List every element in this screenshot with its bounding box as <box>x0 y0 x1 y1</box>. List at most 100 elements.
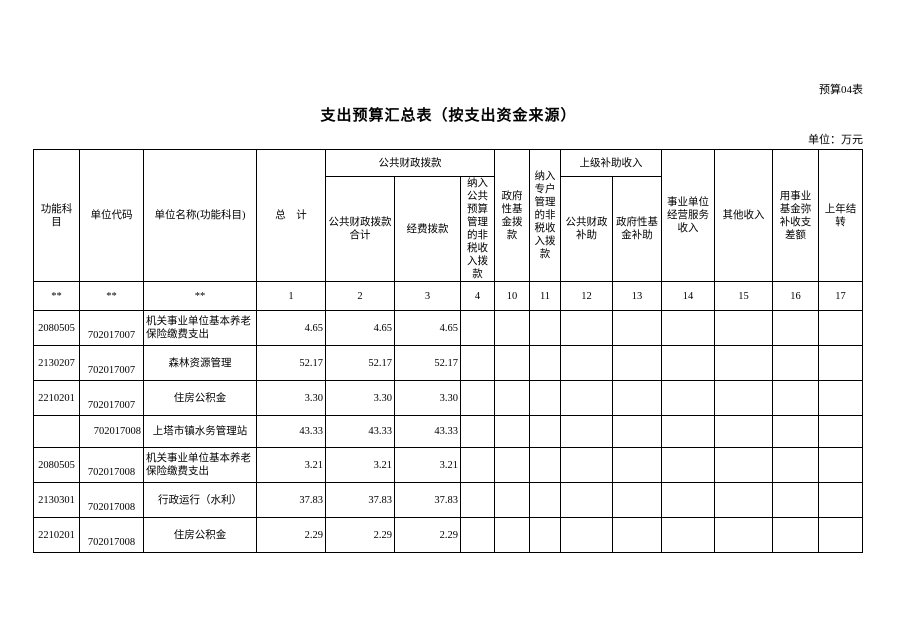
empty-cell <box>560 345 613 381</box>
unit-code-cell: 702017008 <box>79 482 144 518</box>
unit-name-cell: 住房公积金 <box>143 517 257 553</box>
func-subject-cell: 2080505 <box>33 447 80 483</box>
empty-cell <box>661 310 715 346</box>
empty-cell <box>494 415 530 448</box>
empty-cell <box>529 415 561 448</box>
total-cell: 2.29 <box>256 517 326 553</box>
header-fund-offset: 用事业基金弥补收支差额 <box>772 149 819 282</box>
funding-cell: 3.30 <box>394 380 461 416</box>
empty-cell <box>529 310 561 346</box>
header-gov-fund-subsidy: 政府性基金补助 <box>612 176 662 282</box>
empty-cell <box>661 345 715 381</box>
funding-cell: 37.83 <box>394 482 461 518</box>
func-subject-cell: 2210201 <box>33 380 80 416</box>
unit-name-cell: 住房公积金 <box>143 380 257 416</box>
table-row: 2080505 702017007 机关事业单位基本养老保险缴费支出 4.65 4.65… <box>33 310 863 346</box>
empty-cell <box>772 517 819 553</box>
column-number: 17 <box>818 281 863 311</box>
empty-cell <box>772 447 819 483</box>
empty-cell <box>772 482 819 518</box>
empty-cell <box>560 310 613 346</box>
empty-cell <box>494 517 530 553</box>
table-row: 2130301 702017008 行政运行（水利） 37.83 37.83 37.83 <box>33 482 863 518</box>
table-row: 2080505 702017008 机关事业单位基本养老保险缴费支出 3.21 3.21… <box>33 447 863 483</box>
form-number: 预算04表 <box>819 84 863 96</box>
column-number: 12 <box>560 281 613 311</box>
empty-cell <box>529 517 561 553</box>
empty-cell <box>612 482 662 518</box>
empty-cell <box>818 310 863 346</box>
empty-cell <box>714 345 773 381</box>
func-subject-cell: 2080505 <box>33 310 80 346</box>
empty-cell <box>494 345 530 381</box>
column-number: 10 <box>494 281 530 311</box>
column-number: 14 <box>661 281 715 311</box>
public-finance-total-cell: 52.17 <box>325 345 395 381</box>
total-cell: 3.21 <box>256 447 326 483</box>
empty-cell <box>772 380 819 416</box>
public-finance-total-cell: 3.30 <box>325 380 395 416</box>
header-public-finance-subsidy: 公共财政补助 <box>560 176 613 282</box>
header-special-account: 纳入专户管理的非税收入拨款 <box>529 149 561 282</box>
unit-name-cell: 行政运行（水利） <box>143 482 257 518</box>
unit-code-cell: 702017008 <box>79 517 144 553</box>
column-number: 11 <box>529 281 561 311</box>
table-row: 702017008 上塔市镇水务管理站 43.33 43.33 43.33 <box>33 415 863 448</box>
empty-cell <box>529 380 561 416</box>
header-total: 总 计 <box>256 149 326 282</box>
funding-cell: 2.29 <box>394 517 461 553</box>
func-subject-cell: 2130207 <box>33 345 80 381</box>
unit-code-cell: 702017007 <box>79 380 144 416</box>
header-public-finance: 公共财政拨款 <box>325 149 495 177</box>
empty-cell <box>714 482 773 518</box>
column-number: 16 <box>772 281 819 311</box>
total-cell: 43.33 <box>256 415 326 448</box>
public-finance-total-cell: 2.29 <box>325 517 395 553</box>
empty-cell <box>529 482 561 518</box>
header-carryover: 上年结转 <box>818 149 863 282</box>
empty-cell <box>612 415 662 448</box>
empty-cell <box>460 345 495 381</box>
table-row: 2210201 702017008 住房公积金 2.29 2.29 2.29 <box>33 517 863 553</box>
empty-cell <box>612 310 662 346</box>
empty-cell <box>661 415 715 448</box>
public-finance-total-cell: 3.21 <box>325 447 395 483</box>
func-subject-cell: 2210201 <box>33 517 80 553</box>
empty-cell <box>460 517 495 553</box>
header-superior-subsidy: 上级补助收入 <box>560 149 662 177</box>
empty-cell <box>714 415 773 448</box>
empty-cell <box>560 447 613 483</box>
public-finance-total-cell: 43.33 <box>325 415 395 448</box>
unit-name-cell: 上塔市镇水务管理站 <box>143 415 257 448</box>
empty-cell <box>661 482 715 518</box>
empty-cell <box>818 447 863 483</box>
budget-table: 功能科目 单位代码 单位名称(功能科目) 总 计 公共财政拨款 政府性基金拨款 … <box>33 149 863 553</box>
unit-code-cell: 702017007 <box>79 310 144 346</box>
total-cell: 37.83 <box>256 482 326 518</box>
column-number: ** <box>79 281 144 311</box>
header-funding: 经费拨款 <box>394 176 461 282</box>
empty-cell <box>818 482 863 518</box>
column-number: 4 <box>460 281 495 311</box>
empty-cell <box>612 380 662 416</box>
empty-cell <box>460 380 495 416</box>
empty-cell <box>529 345 561 381</box>
unit-code-cell: 702017007 <box>79 345 144 381</box>
empty-cell <box>560 380 613 416</box>
funding-cell: 52.17 <box>394 345 461 381</box>
column-number: ** <box>33 281 80 311</box>
unit-label: 单位：万元 <box>808 134 863 146</box>
empty-cell <box>818 380 863 416</box>
table-row: 2210201 702017007 住房公积金 3.30 3.30 3.30 <box>33 380 863 416</box>
header-non-tax: 纳入公共预算管理的非税收入拨款 <box>460 176 495 282</box>
empty-cell <box>661 517 715 553</box>
column-number: 1 <box>256 281 326 311</box>
header-func-subject: 功能科目 <box>33 149 80 282</box>
empty-cell <box>772 415 819 448</box>
unit-name-cell: 森林资源管理 <box>143 345 257 381</box>
empty-cell <box>460 482 495 518</box>
empty-cell <box>772 310 819 346</box>
public-finance-total-cell: 4.65 <box>325 310 395 346</box>
empty-cell <box>714 447 773 483</box>
table-row: 2130207 702017007 森林资源管理 52.17 52.17 52.17 <box>33 345 863 381</box>
